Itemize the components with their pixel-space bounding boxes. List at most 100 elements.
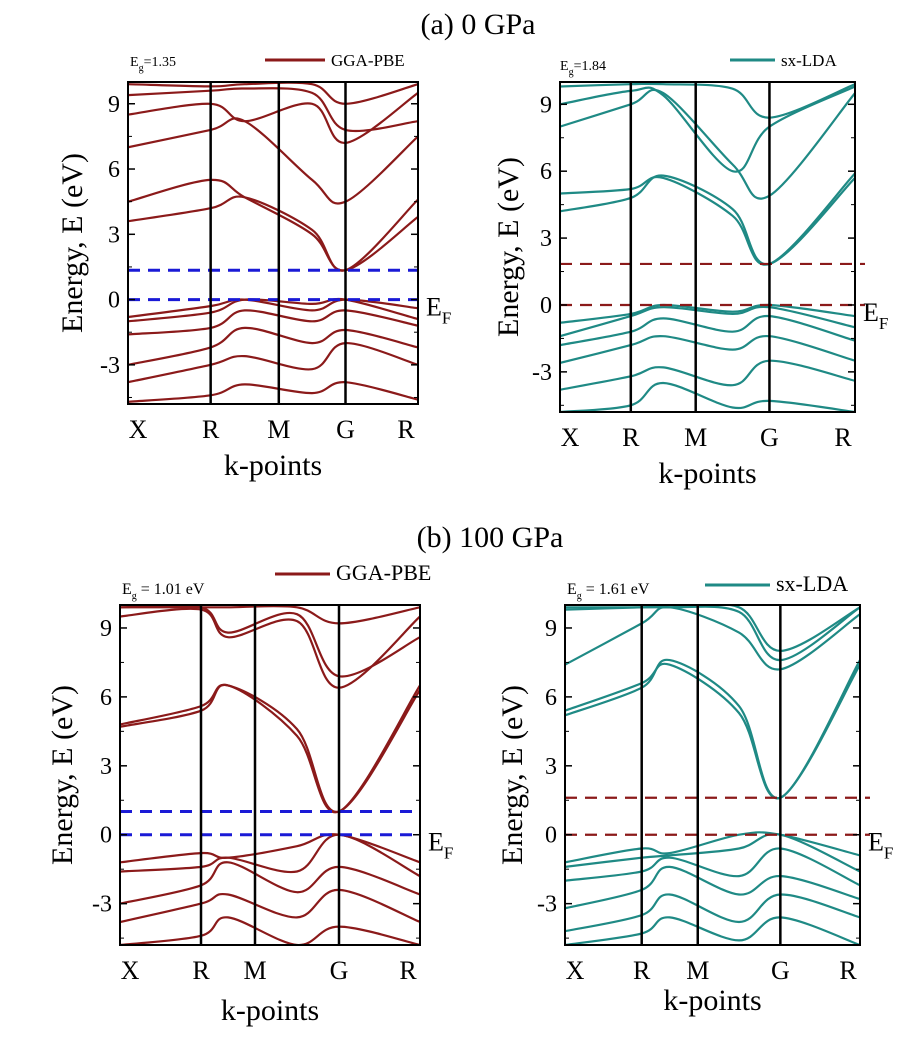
k-point-label-x: X [561,423,580,452]
y-tick-label: 3 [100,754,112,780]
k-point-label-m: M [267,415,290,444]
band-line-0 [128,381,418,403]
band-line-10 [560,82,855,119]
band-line-2 [560,335,855,364]
y-axis-label: Energy, E (eV) [56,153,89,333]
y-tick-label: 6 [545,685,557,711]
band-line-9 [560,85,855,173]
band-line-8 [565,606,860,671]
band-line-6 [128,195,418,272]
y-axis-label: Energy, E (eV) [46,685,79,865]
band-gap-label: Eg = 1.01 eV [122,581,205,602]
band-line-5 [560,303,855,324]
y-axis-label: Energy, E (eV) [492,157,525,337]
band-line-10 [565,605,860,653]
y-tick-label: 9 [100,616,112,642]
fermi-level-label: EF [426,293,451,328]
y-tick-label: 9 [108,92,120,118]
k-point-label-r: R [633,956,651,985]
panel-2: -3 0 3 6 9 X R M G Rk-points Energy, E (eV) EF Eg = … [46,560,453,1027]
band-line-3 [560,314,855,347]
k-point-label-g: G [330,956,349,985]
y-tick-label: 6 [100,685,112,711]
k-point-label-g: G [760,423,779,452]
legend-label: GGA-PBE [336,560,431,585]
y-tick-label: 0 [108,288,120,314]
plot-frame [564,604,861,946]
legend-label: GGA-PBE [331,51,405,70]
band-line-4 [120,833,420,864]
legend: GGA-PBE [265,51,405,70]
band-gap-label: Eg=1.35 [130,55,176,74]
y-tick-label: 0 [100,823,112,849]
y-axis-label: Energy, E (eV) [496,685,529,865]
x-axis-label: k-points [221,994,319,1027]
k-point-label-r: R [839,956,857,985]
band-gap-label: Eg=1.84 [560,59,606,78]
band-line-0 [120,916,420,945]
y-tick-label: 3 [545,754,557,780]
k-point-label-x: X [566,956,585,985]
k-point-label-r: R [397,415,415,444]
k-point-label-r: R [834,423,852,452]
plot-frame [119,604,421,946]
panel-0: -3 0 3 6 9 X R M G Rk-points Energy, E (eV) EF Eg=1.… [56,51,451,482]
band-line-5 [120,683,420,814]
band-line-7 [565,662,860,800]
band-line-8 [128,117,418,205]
k-point-label-r: R [202,415,220,444]
k-point-label-m: M [686,956,709,985]
y-tick-label: 3 [540,226,552,252]
band-line-5 [565,831,860,864]
fermi-level-label: EF [868,828,893,863]
k-point-label-m: M [684,423,707,452]
y-tick-label: 0 [545,823,557,849]
y-tick-label: -3 [537,892,557,918]
band-line-0 [565,916,860,945]
y-tick-label: 9 [540,92,552,118]
band-line-6 [560,174,855,266]
y-tick-label: 6 [540,159,552,185]
band-line-9 [565,605,860,662]
y-tick-label: 6 [108,157,120,183]
k-point-label-r: R [399,956,417,985]
band-line-1 [565,893,860,933]
k-point-label-r: R [622,423,640,452]
panel-1: -3 0 3 6 9 X R M G Rk-points Energy, E (eV) EF Eg=1.… [492,51,888,490]
band-line-4 [560,305,855,338]
band-line-10 [128,87,418,132]
band-line-9 [128,91,418,144]
y-tick-label: -3 [532,360,552,386]
band-line-7 [120,607,420,689]
x-axis-label: k-points [658,457,756,490]
k-point-label-m: M [243,956,266,985]
y-tick-label: 0 [540,293,552,319]
k-point-label-r: R [192,956,210,985]
band-line-9 [120,605,420,625]
band-line-1 [120,888,420,924]
fermi-level-label: EF [428,828,453,863]
k-point-label-x: X [121,956,140,985]
band-line-7 [128,178,418,272]
band-line-3 [120,833,420,878]
y-tick-label: 3 [108,222,120,248]
bands [120,605,420,945]
plot-frame [127,81,419,405]
panels: -3 0 3 6 9 X R M G Rk-points Energy, E (eV) EF Eg=1.… [46,51,893,1027]
bands [560,82,855,412]
y-tick-label: -3 [92,892,112,918]
band-line-2 [120,861,420,905]
legend: GGA-PBE [275,560,431,585]
fermi-level-label: EF [863,298,888,333]
k-point-label-g: G [336,415,355,444]
bands [128,82,418,403]
legend: sx-LDA [730,51,837,70]
band-line-2 [128,326,418,366]
legend-label: sx-LDA [776,571,848,596]
bands [565,605,860,945]
band-line-3 [128,309,418,336]
band-line-1 [128,341,418,384]
k-point-label-x: X [129,415,148,444]
panel-3: -3 0 3 6 9 X R M G Rk-points Energy, E (eV) EF Eg = … [496,571,893,1017]
